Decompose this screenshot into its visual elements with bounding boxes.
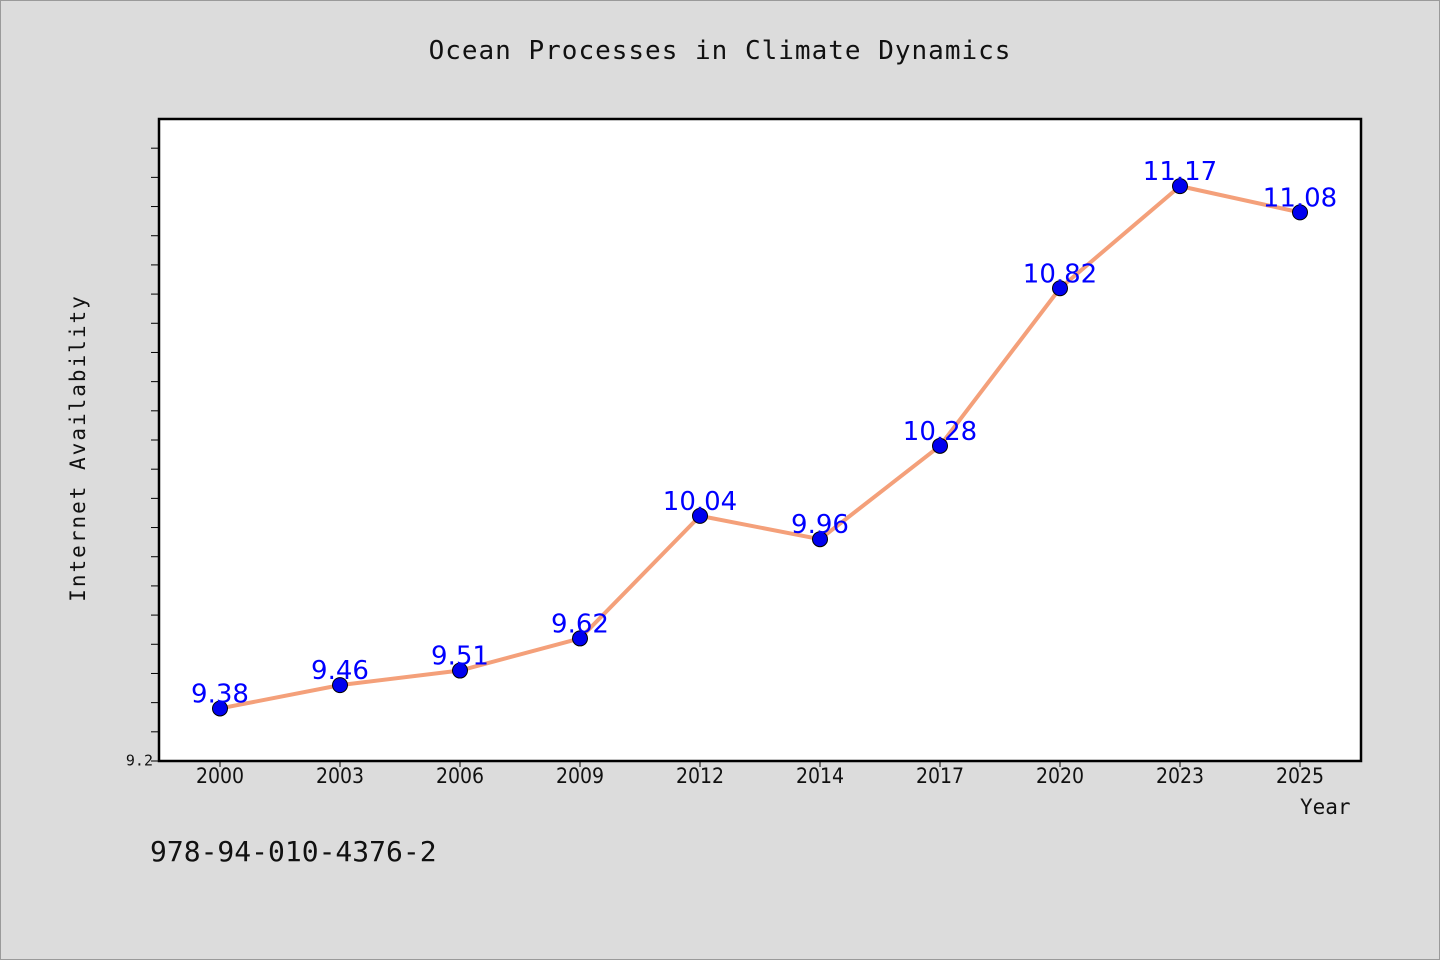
chart-title: Ocean Processes in Climate Dynamics [428, 36, 1012, 66]
data-point [1172, 178, 1188, 195]
x-tick-label: 2020 [1036, 764, 1084, 788]
data-label: 10.04 [663, 487, 737, 517]
x-tick-label: 2025 [1276, 764, 1324, 788]
data-label: 9.46 [311, 656, 369, 686]
data-label: 9.62 [551, 609, 609, 639]
data-label: 10.28 [903, 417, 977, 447]
x-tick-label: 2000 [196, 764, 244, 788]
y-tick-label: 9.2 [126, 752, 153, 770]
data-point [572, 630, 588, 647]
data-point [932, 437, 948, 454]
data-point [812, 531, 828, 548]
data-point [212, 700, 228, 717]
series-line [218, 184, 1302, 711]
isbn-annotation: 978-94-010-4376-2 [150, 835, 437, 868]
x-tick-label: 2006 [436, 764, 484, 788]
x-tick-label: 2023 [1156, 764, 1204, 788]
data-label: 9.96 [791, 510, 849, 540]
plot-area [157, 117, 1363, 763]
data-point [452, 662, 468, 679]
x-tick-label: 2009 [556, 764, 604, 788]
data-label: 11.08 [1263, 183, 1337, 213]
x-tick-label: 2012 [676, 764, 724, 788]
data-point [332, 677, 348, 694]
data-point [692, 507, 708, 524]
data-point [1292, 204, 1308, 221]
x-tick-label: 2017 [916, 764, 964, 788]
data-point [1052, 280, 1068, 297]
data-label: 9.51 [431, 642, 489, 672]
x-axis-label: Year [1300, 795, 1351, 819]
data-label: 9.38 [191, 679, 249, 709]
x-tick-label: 2014 [796, 764, 844, 788]
x-tick-label: 2003 [316, 764, 364, 788]
data-label: 11.17 [1143, 157, 1217, 187]
data-label: 10.82 [1023, 259, 1097, 289]
